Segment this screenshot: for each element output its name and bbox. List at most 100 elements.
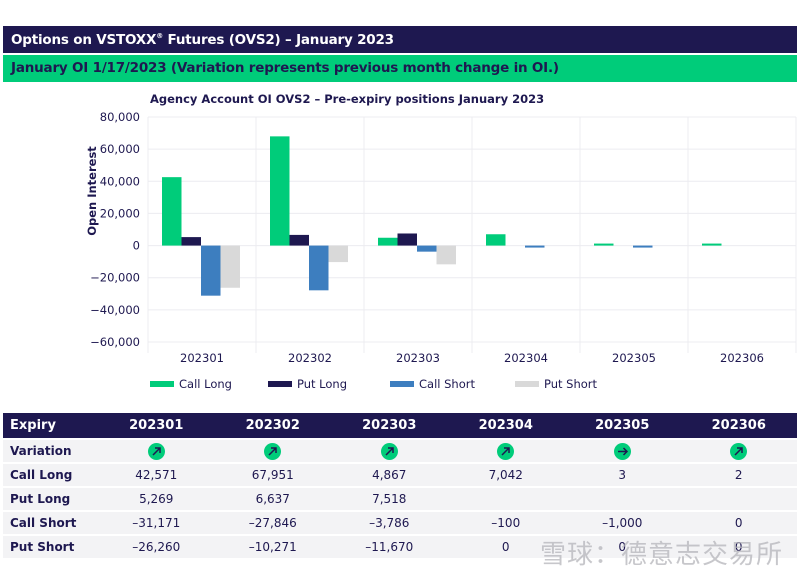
variation-cell (680, 440, 797, 462)
y-tick-label: 20,000 (100, 206, 140, 220)
table-cell: –1,000 (564, 512, 681, 534)
y-tick-label: 40,000 (100, 174, 140, 188)
bar-call-short (201, 245, 221, 296)
row-label: Put Long (3, 488, 98, 510)
up-right-arrow-icon (497, 442, 515, 460)
legend-swatch (515, 381, 539, 387)
y-tick-label: −60,000 (90, 335, 140, 349)
row-label: Call Long (3, 464, 98, 486)
table-cell (564, 488, 681, 510)
y-tick-label: −40,000 (90, 303, 140, 317)
legend-swatch (268, 381, 292, 387)
y-tick-label: −20,000 (90, 271, 140, 285)
up-right-arrow-icon (730, 442, 748, 460)
header-expiry-202303: 202303 (331, 413, 448, 438)
x-axis-ticks: 202301 202302 202303 202304 202305 202306 (180, 351, 764, 365)
header-expiry-202302: 202302 (214, 413, 331, 438)
header-expiry-202306: 202306 (680, 413, 797, 438)
grid-lines (147, 116, 797, 353)
table-row-call-short: Call Short –31,171 –27,846 –3,786 –100 –1,000… (3, 512, 797, 534)
bars (162, 136, 722, 296)
bar-call-short (417, 245, 437, 252)
y-tick-label: 0 (133, 239, 140, 253)
page-title: Options on VSTOXX® Futures (OVS2) – Janu… (3, 26, 797, 53)
bar-call-short (633, 245, 653, 248)
table-cell (447, 488, 564, 510)
table-cell: 0 (680, 512, 797, 534)
legend-item-put-short: Put Short (515, 377, 598, 391)
table-header-row: Expiry 202301 202302 202303 202304 202305 2023… (3, 413, 797, 438)
table-cell (680, 488, 797, 510)
legend-item-put-long: Put Long (268, 377, 347, 391)
legend-item-call-short: Call Short (390, 377, 475, 391)
x-tick-label: 202302 (288, 351, 332, 365)
table-cell: –26,260 (98, 536, 215, 558)
table-cell: 7,042 (447, 464, 564, 486)
x-tick-label: 202303 (396, 351, 440, 365)
variation-cell (447, 440, 564, 462)
header-expiry-202304: 202304 (447, 413, 564, 438)
bar-call-short (309, 245, 329, 291)
x-tick-label: 202301 (180, 351, 224, 365)
right-arrow-icon (613, 442, 631, 460)
table-row-variation: Variation (3, 440, 797, 462)
table-row-put-long: Put Long 5,269 6,637 7,518 (3, 488, 797, 510)
registered-mark: ® (156, 32, 164, 40)
bar-put-long (397, 233, 417, 246)
bar-put-long (181, 237, 201, 246)
legend-swatch (390, 381, 414, 387)
legend: Call Long Put Long Call Short Put Short (150, 377, 598, 391)
table-row-call-long: Call Long 42,571 67,951 4,867 7,042 3 2 (3, 464, 797, 486)
bar-call-long (162, 177, 182, 246)
table-cell: –10,271 (214, 536, 331, 558)
row-label: Call Short (3, 512, 98, 534)
chart-title: Agency Account OI OVS2 – Pre-expiry posi… (150, 92, 544, 106)
up-right-arrow-icon (380, 442, 398, 460)
table-cell: 0 (564, 536, 681, 558)
y-axis-ticks: 80,000 60,000 40,000 20,000 0 −20,000 −40,000 −… (90, 110, 140, 349)
table-cell: –3,786 (331, 512, 448, 534)
y-tick-label: 80,000 (100, 110, 140, 124)
bar-call-long (270, 136, 290, 246)
bar-put-long (289, 234, 309, 246)
title-text-rest: Futures (OVS2) – January 2023 (163, 32, 395, 48)
title-text: Options on VSTOXX (11, 32, 157, 48)
legend-label: Call Short (419, 377, 475, 391)
row-label: Put Short (3, 536, 98, 558)
y-tick-label: 60,000 (100, 142, 140, 156)
legend-label: Put Short (544, 377, 598, 391)
legend-label: Call Long (179, 377, 232, 391)
table-body: Variation Call Long 42,571 67,951 4,867 7,042… (3, 440, 797, 558)
table-cell: 7,518 (331, 488, 448, 510)
table-cell: 2 (680, 464, 797, 486)
table-cell: 0 (680, 536, 797, 558)
legend-label: Put Long (297, 377, 347, 391)
header-expiry-202305: 202305 (564, 413, 681, 438)
variation-cell (331, 440, 448, 462)
oi-bar-chart: Agency Account OI OVS2 – Pre-expiry posi… (85, 92, 797, 391)
variation-cell (564, 440, 681, 462)
bar-call-long (486, 234, 506, 246)
y-axis-label: Open Interest (85, 146, 99, 236)
table-row-put-short: Put Short –26,260 –10,271 –11,670 0 0 0 (3, 536, 797, 558)
table-cell: 67,951 (214, 464, 331, 486)
table-cell: –27,846 (214, 512, 331, 534)
table-cell: –11,670 (331, 536, 448, 558)
up-right-arrow-icon (147, 442, 165, 460)
table-cell: 5,269 (98, 488, 215, 510)
up-right-arrow-icon (264, 442, 282, 460)
bar-call-short (525, 245, 545, 248)
legend-swatch (150, 381, 174, 387)
table-cell: 6,637 (214, 488, 331, 510)
table-cell: –31,171 (98, 512, 215, 534)
bar-put-short (220, 245, 240, 288)
x-tick-label: 202305 (612, 351, 656, 365)
table-cell: 42,571 (98, 464, 215, 486)
x-tick-label: 202304 (504, 351, 548, 365)
table-cell: 3 (564, 464, 681, 486)
header-expiry: Expiry (3, 413, 98, 438)
bar-call-long (378, 237, 398, 246)
oi-table: Expiry 202301 202302 202303 202304 202305 2023… (3, 411, 797, 560)
subtitle-banner: January OI 1/17/2023 (Variation represen… (3, 55, 797, 82)
variation-cell (214, 440, 331, 462)
